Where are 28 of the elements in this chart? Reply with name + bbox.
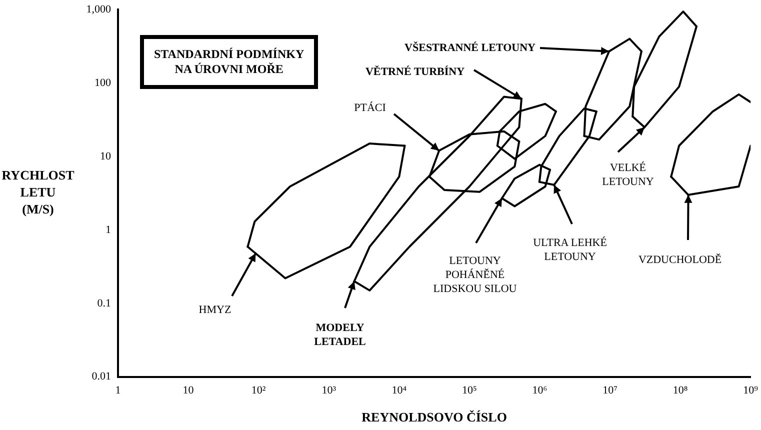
x-tick-label: 10⁷ <box>602 384 618 396</box>
annotation: PTÁCI <box>354 101 386 115</box>
y-tick-label: 1,000 <box>86 3 112 16</box>
x-tick-label: 10 <box>182 384 194 396</box>
x-tick-label: 10⁴ <box>392 384 407 396</box>
x-tick-label: 10² <box>251 384 266 396</box>
y-tick-label: 0.1 <box>97 297 111 310</box>
y-tick-label: 10 <box>100 150 112 162</box>
x-tick-label: 1 <box>115 384 121 396</box>
x-tick-label: 10⁵ <box>462 384 478 396</box>
x-tick-label: 10³ <box>322 384 337 396</box>
annotation: ULTRA LEHKÉ LETOUNY <box>533 236 607 264</box>
y-tick-label: 1 <box>106 224 111 236</box>
x-tick-label: 10⁸ <box>672 384 688 396</box>
x-axis-title: REYNOLDSOVO ČÍSLO <box>362 409 507 424</box>
x-tick-label: 10⁶ <box>532 384 548 396</box>
annotation: VĚTRNÉ TURBÍNY <box>365 65 465 79</box>
annotation: VELKÉ LETOUNY <box>602 161 654 189</box>
y-tick-label: 0.01 <box>92 370 111 383</box>
annotation: STANDARDNÍ PODMÍNKY NA ÚROVNI MOŘE <box>140 35 318 89</box>
annotation: VŠESTRANNÉ LETOUNY <box>404 41 536 55</box>
annotation: LETOUNY POHÁNĚNÉ LIDSKOU SILOU <box>433 254 517 296</box>
x-tick-label: 10⁹ <box>743 384 758 396</box>
y-axis-title: RYCHLOST LETU (M/S) <box>2 168 75 217</box>
y-tick-label: 100 <box>94 76 112 89</box>
annotation: VZDUCHOLODĚ <box>638 253 722 267</box>
annotation: HMYZ <box>198 303 232 317</box>
annotation: MODELY LETADEL <box>314 321 366 349</box>
